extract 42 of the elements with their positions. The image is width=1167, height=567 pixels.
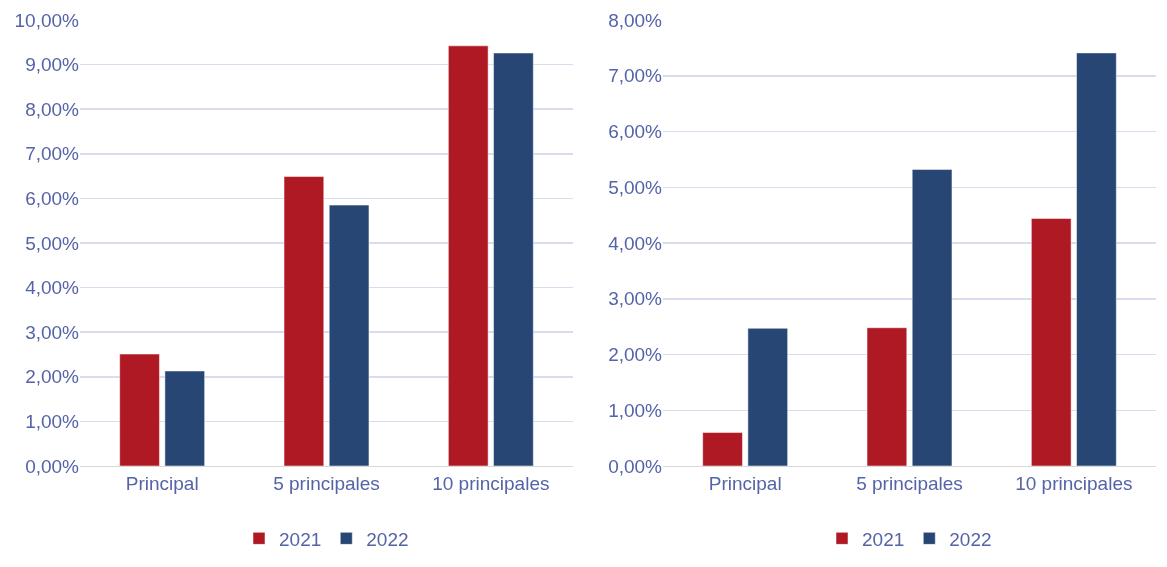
bar — [1076, 52, 1117, 466]
y-tick-label: 8,00% — [608, 9, 663, 31]
x-tick-label: 10 principales — [432, 472, 550, 494]
bar — [702, 432, 743, 466]
x-tick-label: 5 principales — [856, 472, 963, 494]
y-tick-label: 6,00% — [25, 188, 80, 210]
y-tick-label: 4,00% — [608, 232, 663, 254]
y-tick-label: 6,00% — [608, 121, 663, 143]
bar — [747, 328, 788, 466]
x-tick-label: 5 principales — [273, 472, 380, 494]
y-tick-label: 0,00% — [25, 455, 80, 477]
y-tick-label: 3,00% — [25, 321, 80, 343]
y-tick-label: 2,00% — [25, 366, 80, 388]
legend-label: 2022 — [366, 528, 409, 550]
bar — [283, 176, 325, 466]
bar — [1031, 218, 1072, 466]
bar — [328, 204, 370, 466]
y-tick-label: 4,00% — [25, 277, 80, 299]
legend-label: 2022 — [949, 528, 992, 550]
y-tick-label: 7,00% — [25, 143, 80, 165]
x-tick-label: Principal — [708, 472, 782, 494]
y-tick-label: 1,00% — [25, 411, 80, 433]
y-tick-label: 9,00% — [25, 54, 80, 76]
x-tick-label: 10 principales — [1015, 472, 1133, 494]
bar — [448, 45, 489, 466]
bar — [493, 52, 534, 466]
y-tick-label: 8,00% — [25, 98, 80, 120]
y-tick-label: 10,00% — [14, 9, 80, 31]
legend-label: 2021 — [279, 528, 322, 550]
bar — [911, 169, 953, 466]
y-tick-label: 1,00% — [608, 399, 663, 421]
y-tick-label: 5,00% — [608, 176, 663, 198]
bar — [866, 327, 908, 466]
y-tick-label: 3,00% — [608, 288, 663, 310]
y-tick-label: 0,00% — [608, 455, 663, 477]
y-tick-label: 7,00% — [608, 65, 663, 87]
x-tick-label: Principal — [125, 472, 199, 494]
y-tick-label: 5,00% — [25, 232, 80, 254]
bar — [119, 353, 160, 466]
bar — [164, 370, 205, 466]
legend-label: 2021 — [862, 528, 905, 550]
y-tick-label: 2,00% — [608, 344, 663, 366]
